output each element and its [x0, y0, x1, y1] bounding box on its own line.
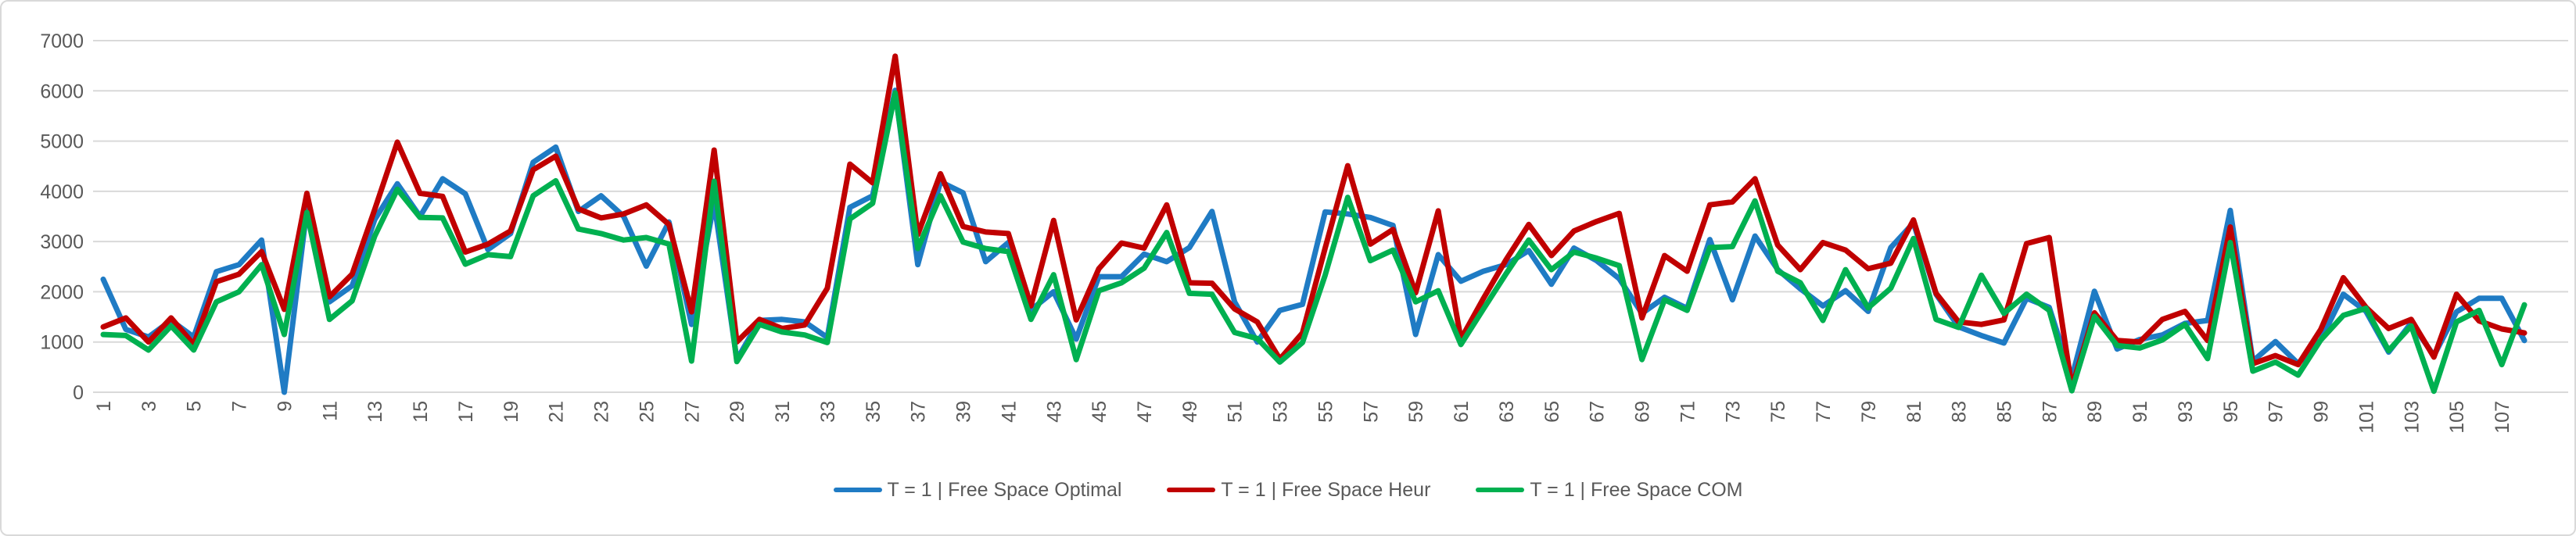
x-axis-label: 25 — [636, 401, 658, 423]
x-axis-label: 85 — [1994, 401, 2016, 423]
x-axis-label: 17 — [455, 401, 477, 423]
x-axis-label: 79 — [1858, 401, 1880, 423]
y-axis-label: 6000 — [40, 80, 84, 102]
legend-marker-heur — [1167, 488, 1216, 492]
x-axis-label: 19 — [500, 401, 522, 423]
x-axis-label: 7 — [229, 401, 251, 412]
x-axis-label: 33 — [817, 401, 839, 423]
x-axis-label: 37 — [908, 401, 930, 423]
x-axis-label: 51 — [1225, 401, 1247, 423]
x-axis-label: 65 — [1541, 401, 1563, 423]
x-axis-label: 73 — [1722, 401, 1744, 423]
x-axis-label: 83 — [1949, 401, 1971, 423]
x-axis-label: 93 — [2175, 401, 2197, 423]
x-axis-label: 9 — [274, 401, 296, 412]
y-axis-label: 0 — [73, 382, 84, 404]
legend-label-optimal: T = 1 | Free Space Optimal — [887, 478, 1122, 501]
x-axis-label: 75 — [1767, 401, 1789, 423]
x-axis-label: 1 — [93, 401, 115, 412]
x-axis-label: 89 — [2084, 401, 2106, 423]
x-axis-label: 95 — [2220, 401, 2242, 423]
x-axis-label: 15 — [410, 401, 432, 423]
x-axis-label: 63 — [1496, 401, 1518, 423]
x-axis-label: 47 — [1134, 401, 1156, 423]
x-axis-label: 81 — [1903, 401, 1925, 423]
x-axis-label: 27 — [681, 401, 703, 423]
y-axis-label: 7000 — [40, 30, 84, 52]
x-axis-label: 105 — [2446, 401, 2468, 434]
x-axis-label: 31 — [772, 401, 794, 423]
legend-label-com: T = 1 | Free Space COM — [1530, 478, 1743, 501]
series-line-heur — [100, 53, 2528, 391]
x-axis-label: 45 — [1089, 401, 1110, 423]
x-axis-label: 67 — [1587, 401, 1609, 423]
y-axis-label: 5000 — [40, 131, 84, 153]
legend-item-heur[interactable]: T = 1 | Free Space Heur — [1167, 479, 1430, 502]
x-axis-label: 41 — [998, 401, 1020, 423]
legend-marker-com — [1476, 488, 1525, 492]
x-axis-label: 101 — [2355, 401, 2377, 434]
x-axis-label: 13 — [364, 401, 386, 423]
y-axis-label: 1000 — [40, 332, 84, 354]
x-axis-label: 71 — [1677, 401, 1699, 423]
x-axis-label: 107 — [2492, 401, 2513, 434]
x-axis-label: 77 — [1813, 401, 1835, 423]
x-axis-label: 21 — [546, 401, 568, 423]
x-axis-label: 59 — [1405, 401, 1427, 423]
x-axis-label: 5 — [184, 401, 206, 412]
x-axis-label: 61 — [1451, 401, 1473, 423]
x-axis-label: 103 — [2401, 401, 2423, 434]
x-axis-label: 69 — [1632, 401, 1654, 423]
x-axis-label: 35 — [863, 401, 884, 423]
x-axis-label: 49 — [1179, 401, 1201, 423]
x-axis-label: 23 — [591, 401, 613, 423]
x-axis-label: 11 — [319, 401, 341, 421]
legend-item-com[interactable]: T = 1 | Free Space COM — [1476, 478, 1743, 502]
series-line-com — [100, 90, 2528, 395]
legend-marker-optimal — [833, 488, 882, 492]
x-axis-label: 87 — [2039, 401, 2061, 423]
chart-legend: T = 1 | Free Space Optimal T = 1 | Free S… — [2, 470, 2574, 509]
x-axis-label: 97 — [2266, 401, 2287, 423]
x-axis-label: 99 — [2311, 401, 2333, 423]
y-axis-label: 4000 — [40, 181, 84, 203]
legend-label-heur: T = 1 | Free Space Heur — [1221, 478, 1431, 501]
legend-item-optimal[interactable]: T = 1 | Free Space Optimal — [833, 478, 1122, 502]
y-axis-label: 2000 — [40, 281, 84, 303]
y-axis-label: 3000 — [40, 231, 84, 253]
x-axis-label: 43 — [1043, 401, 1065, 423]
x-axis-label: 29 — [727, 401, 748, 423]
x-axis-label: 55 — [1315, 401, 1336, 423]
x-axis-label: 39 — [953, 401, 975, 423]
x-axis-label: 57 — [1360, 401, 1382, 423]
x-axis-label: 91 — [2129, 401, 2151, 423]
x-axis-label: 3 — [138, 401, 160, 412]
x-axis-label: 53 — [1270, 401, 1292, 423]
